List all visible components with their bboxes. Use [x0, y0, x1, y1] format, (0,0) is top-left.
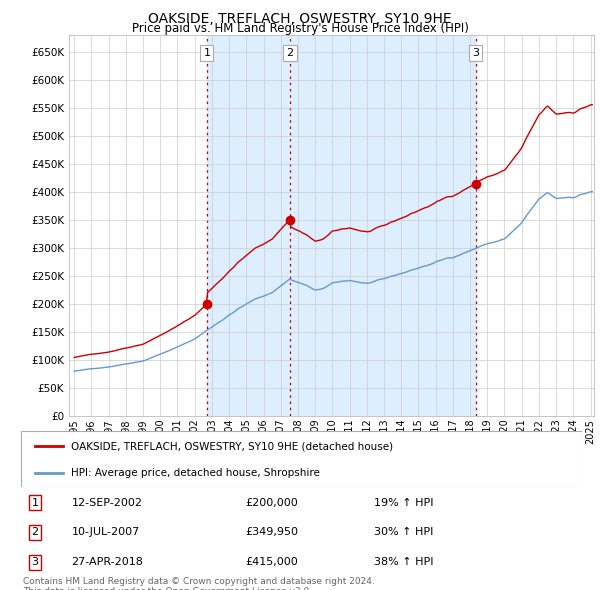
- Text: £200,000: £200,000: [245, 497, 298, 507]
- Text: Contains HM Land Registry data © Crown copyright and database right 2024.
This d: Contains HM Land Registry data © Crown c…: [23, 577, 374, 590]
- Text: OAKSIDE, TREFLACH, OSWESTRY, SY10 9HE (detached house): OAKSIDE, TREFLACH, OSWESTRY, SY10 9HE (d…: [71, 441, 394, 451]
- Text: 2: 2: [286, 48, 293, 58]
- Text: £415,000: £415,000: [245, 558, 298, 568]
- Text: 3: 3: [472, 48, 479, 58]
- Text: 3: 3: [32, 558, 38, 568]
- Text: 27-APR-2018: 27-APR-2018: [71, 558, 143, 568]
- Text: 38% ↑ HPI: 38% ↑ HPI: [374, 558, 434, 568]
- Text: 1: 1: [32, 497, 38, 507]
- Text: HPI: Average price, detached house, Shropshire: HPI: Average price, detached house, Shro…: [71, 468, 320, 478]
- Bar: [290, 35, 476, 416]
- Text: 10-JUL-2007: 10-JUL-2007: [71, 527, 140, 537]
- Text: £349,950: £349,950: [245, 527, 298, 537]
- Text: 12-SEP-2002: 12-SEP-2002: [71, 497, 142, 507]
- Text: OAKSIDE, TREFLACH, OSWESTRY, SY10 9HE: OAKSIDE, TREFLACH, OSWESTRY, SY10 9HE: [148, 12, 452, 26]
- Text: Price paid vs. HM Land Registry's House Price Index (HPI): Price paid vs. HM Land Registry's House …: [131, 22, 469, 35]
- Text: 1: 1: [203, 48, 211, 58]
- Text: 19% ↑ HPI: 19% ↑ HPI: [374, 497, 434, 507]
- Text: 30% ↑ HPI: 30% ↑ HPI: [374, 527, 434, 537]
- Bar: [207, 35, 290, 416]
- FancyBboxPatch shape: [21, 431, 582, 487]
- Text: 2: 2: [31, 527, 38, 537]
